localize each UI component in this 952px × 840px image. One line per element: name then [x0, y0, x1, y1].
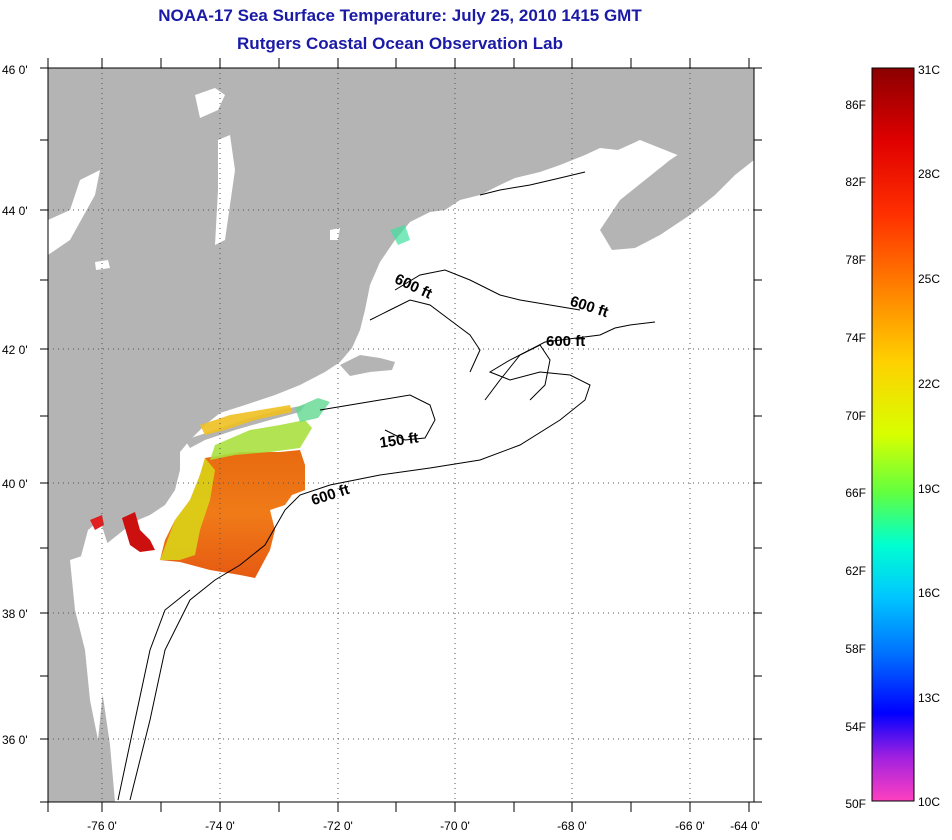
- cb-f-54: 54F: [845, 720, 866, 734]
- cb-c-10: 10C: [918, 795, 940, 809]
- cb-f-62: 62F: [845, 564, 866, 578]
- lat-label-46: 46 0': [2, 63, 28, 77]
- land-nova-scotia: [600, 110, 754, 250]
- contour-label-600ft-georges: 600 ft: [546, 333, 585, 350]
- map-subtitle: Rutgers Coastal Ocean Observation Lab: [237, 34, 563, 53]
- lon-label-70: -70 0': [440, 819, 470, 833]
- cb-f-82: 82F: [845, 175, 866, 189]
- contour-label-150ft: 150 ft: [378, 429, 419, 451]
- lon-label-72: -72 0': [323, 819, 353, 833]
- longitude-labels: -76 0' -74 0' -72 0' -70 0' -68 0' -66 0…: [87, 819, 760, 833]
- cb-c-22: 22C: [918, 377, 940, 391]
- land-cape-cod: [340, 355, 395, 376]
- colorbar-fahrenheit-labels: 86F 82F 78F 74F 70F 66F 62F 58F 54F 50F: [845, 98, 866, 811]
- lon-label-76: -76 0': [87, 819, 117, 833]
- lat-label-38: 38 0': [2, 607, 28, 621]
- cb-f-58: 58F: [845, 642, 866, 656]
- cb-f-50: 50F: [845, 797, 866, 811]
- cb-f-66: 66F: [845, 486, 866, 500]
- lat-label-44: 44 0': [2, 204, 28, 218]
- cb-c-31: 31C: [918, 63, 940, 77]
- cb-c-25: 25C: [918, 272, 940, 286]
- lat-label-42: 42 0': [2, 343, 28, 357]
- cb-c-19: 19C: [918, 482, 940, 496]
- cb-c-13: 13C: [918, 691, 940, 705]
- map-title: NOAA-17 Sea Surface Temperature: July 25…: [158, 6, 642, 25]
- lon-label-74: -74 0': [205, 819, 235, 833]
- colorbar: 86F 82F 78F 74F 70F 66F 62F 58F 54F 50F …: [845, 63, 940, 811]
- cb-c-28: 28C: [918, 167, 940, 181]
- colorbar-celsius-labels: 31C 28C 25C 22C 19C 16C 13C 10C: [918, 63, 940, 809]
- latitude-labels: 46 0' 44 0' 42 0' 40 0' 38 0' 36 0': [2, 63, 28, 747]
- cb-f-86: 86F: [845, 98, 866, 112]
- lat-label-36: 36 0': [2, 733, 28, 747]
- colorbar-gradient: [871, 67, 915, 802]
- cb-c-16: 16C: [918, 586, 940, 600]
- cb-f-78: 78F: [845, 253, 866, 267]
- land-long-island: [185, 405, 305, 448]
- lon-label-64: -64 0': [730, 819, 760, 833]
- cb-f-74: 74F: [845, 331, 866, 345]
- cb-f-70: 70F: [845, 409, 866, 423]
- lat-label-40: 40 0': [2, 477, 28, 491]
- lon-label-68: -68 0': [557, 819, 587, 833]
- land-us-canada: [48, 68, 754, 802]
- lon-label-66: -66 0': [675, 819, 705, 833]
